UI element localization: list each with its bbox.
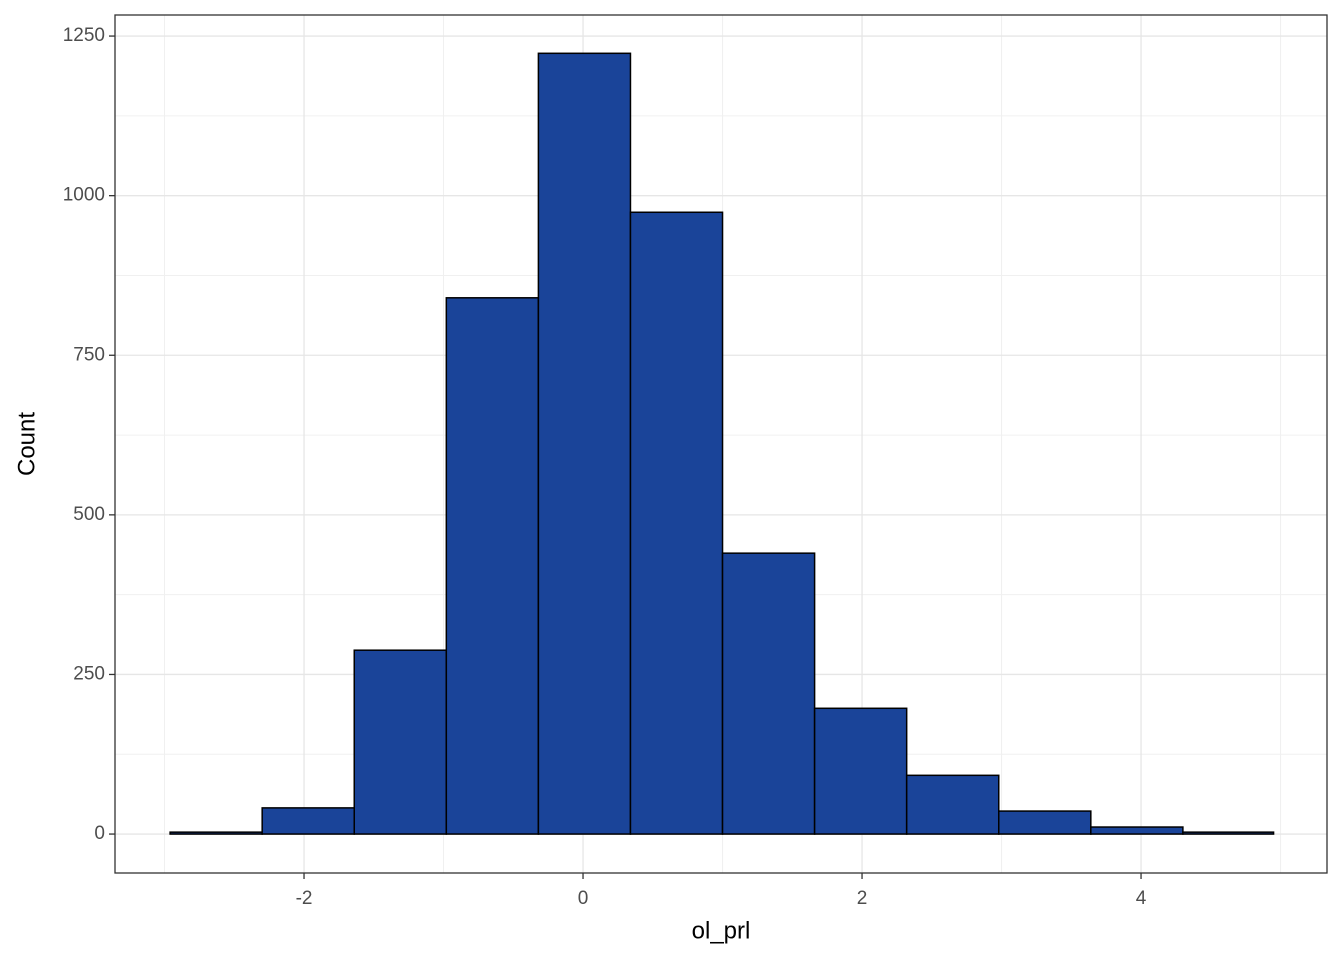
x-axis-title: ol_prl — [692, 917, 751, 944]
y-tick-label: 250 — [73, 663, 105, 684]
y-tick-label: 1000 — [63, 185, 105, 206]
bar — [537, 52, 632, 835]
x-tick-label: 0 — [578, 888, 589, 909]
y-axis-title: Count — [13, 412, 40, 476]
panel-border — [114, 14, 1328, 874]
x-tick-label: 2 — [857, 888, 868, 909]
y-tick-label: 0 — [94, 823, 105, 844]
bar — [629, 211, 724, 835]
bar — [1090, 826, 1184, 835]
bar — [905, 774, 1000, 835]
bar — [445, 297, 540, 835]
bar — [169, 831, 263, 835]
x-tick-label: -2 — [296, 888, 313, 909]
bar — [721, 552, 816, 835]
bar — [353, 649, 448, 835]
x-tick-label: 4 — [1136, 888, 1147, 909]
y-tick-label: 500 — [73, 504, 105, 525]
y-tick-label: 750 — [73, 344, 105, 365]
bar — [1182, 831, 1275, 835]
bar — [998, 810, 1092, 835]
bar — [813, 707, 908, 835]
y-tick-label: 1250 — [63, 25, 105, 46]
bar — [261, 807, 355, 835]
